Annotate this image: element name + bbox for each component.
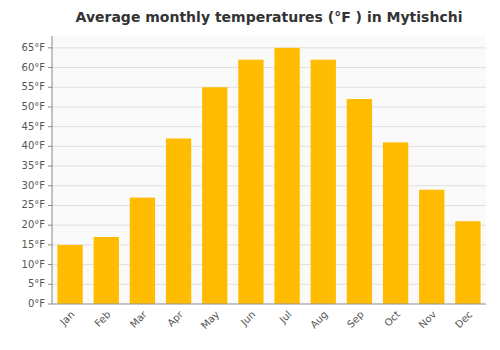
x-tick-label: Sep xyxy=(345,309,366,330)
y-tick-label: 30°F xyxy=(22,180,46,191)
y-tick-label: 10°F xyxy=(22,259,46,270)
bar xyxy=(383,142,408,304)
y-tick xyxy=(48,225,52,226)
y-tick xyxy=(48,67,52,68)
grid-line xyxy=(52,47,486,48)
y-tick xyxy=(48,87,52,88)
y-axis-line xyxy=(52,36,53,304)
x-tick-label: Feb xyxy=(92,309,112,329)
y-tick xyxy=(48,264,52,265)
x-tick-label: Nov xyxy=(417,309,439,331)
bar xyxy=(94,237,119,304)
y-axis: 0°F 5°F 10°F 15°F 20°F 25°F 30°F 35°F 40°F 45°F 50… xyxy=(22,36,52,309)
y-tick-label: 40°F xyxy=(22,140,46,151)
grid-line xyxy=(52,185,486,186)
y-tick xyxy=(48,185,52,186)
x-tick-label: Jan xyxy=(57,309,76,328)
y-tick xyxy=(48,304,52,305)
chart-title: Average monthly temperatures (°F ) in My… xyxy=(76,9,463,25)
y-tick-label: 45°F xyxy=(22,121,46,132)
y-tick xyxy=(48,166,52,167)
bar xyxy=(202,87,227,304)
chart-container: Average monthly temperatures (°F ) in My… xyxy=(0,0,500,350)
bar xyxy=(455,221,480,304)
bar xyxy=(274,48,299,304)
plot-background xyxy=(52,36,486,304)
x-tick-label: Aug xyxy=(308,309,330,331)
grid-line xyxy=(52,106,486,107)
bar xyxy=(130,198,155,304)
bar xyxy=(166,138,191,304)
x-axis-line xyxy=(52,304,486,305)
y-tick xyxy=(48,126,52,127)
y-tick xyxy=(48,146,52,147)
bar xyxy=(311,60,336,304)
grid-line xyxy=(52,87,486,88)
y-tick-label: 60°F xyxy=(22,62,46,73)
bar xyxy=(419,190,444,304)
y-tick xyxy=(48,47,52,48)
x-tick-label: Apr xyxy=(165,308,186,329)
y-tick xyxy=(48,284,52,285)
grid-line xyxy=(52,146,486,147)
grid-line xyxy=(52,304,486,305)
x-tick-label: Mar xyxy=(128,308,150,330)
y-tick xyxy=(48,106,52,107)
x-tick-label: Jun xyxy=(238,309,258,329)
bar xyxy=(347,99,372,304)
bar xyxy=(57,245,82,304)
bar xyxy=(238,60,263,304)
y-tick-label: 15°F xyxy=(22,239,46,250)
chart-svg: Average monthly temperatures (°F ) in My… xyxy=(0,0,500,350)
x-tick-label: Jul xyxy=(277,309,294,326)
bars xyxy=(57,48,480,304)
y-tick-label: 55°F xyxy=(22,81,46,92)
y-tick-label: 20°F xyxy=(22,219,46,230)
y-tick xyxy=(48,244,52,245)
y-tick-label: 5°F xyxy=(28,278,45,289)
grid-line xyxy=(52,126,486,127)
x-tick-label: Oct xyxy=(382,309,402,329)
x-tick-label: Dec xyxy=(453,309,474,330)
y-tick-label: 35°F xyxy=(22,160,46,171)
y-tick-label: 50°F xyxy=(22,101,46,112)
y-tick-label: 25°F xyxy=(22,199,46,210)
y-tick xyxy=(48,205,52,206)
y-tick-label: 0°F xyxy=(28,298,45,309)
grid-line xyxy=(52,67,486,68)
grid xyxy=(52,48,486,304)
x-tick-label: May xyxy=(199,309,221,331)
grid-line xyxy=(52,166,486,167)
y-tick-label: 65°F xyxy=(22,42,46,53)
x-axis: Jan Feb Mar Apr May Jun Jul Aug Sep Oct Nov Dec xyxy=(52,304,486,331)
